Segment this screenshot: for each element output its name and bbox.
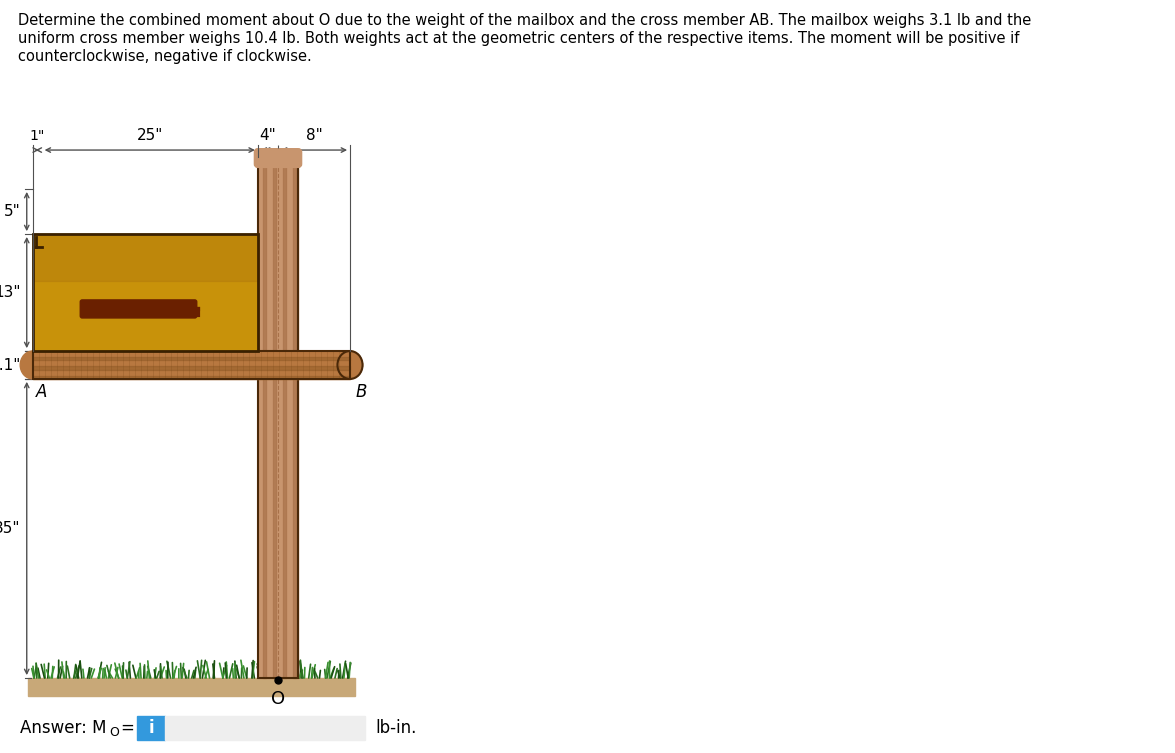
Text: 5": 5"	[4, 204, 21, 219]
Bar	[33, 367, 350, 370]
Bar	[33, 234, 257, 281]
FancyBboxPatch shape	[255, 149, 301, 167]
Text: =: =	[120, 719, 134, 737]
Ellipse shape	[337, 351, 363, 379]
Bar	[165, 716, 365, 740]
Bar	[33, 234, 257, 351]
Text: 25": 25"	[136, 128, 163, 143]
Text: i: i	[148, 719, 154, 737]
Text: lb-in.: lb-in.	[375, 719, 416, 737]
Bar	[257, 162, 298, 678]
Text: Determine the combined moment about O due to the weight of the mailbox and the c: Determine the combined moment about O du…	[18, 13, 1032, 28]
Bar	[33, 357, 350, 361]
Text: Answer: M: Answer: M	[20, 719, 107, 737]
Text: 1": 1"	[29, 129, 45, 143]
Text: O: O	[271, 690, 286, 708]
Bar	[33, 351, 350, 379]
Text: B: B	[356, 383, 368, 401]
Text: 3.1": 3.1"	[0, 358, 21, 373]
Bar	[33, 234, 257, 351]
Text: 8": 8"	[306, 128, 322, 143]
Text: uniform cross member weighs 10.4 lb. Both weights act at the geometric centers o: uniform cross member weighs 10.4 lb. Bot…	[18, 31, 1020, 46]
Text: 4": 4"	[260, 128, 276, 143]
Text: 13": 13"	[0, 285, 21, 300]
Ellipse shape	[20, 351, 46, 379]
Text: O: O	[109, 727, 119, 739]
Bar	[137, 716, 164, 740]
Bar	[263, 162, 266, 678]
Bar	[283, 162, 286, 678]
Bar	[257, 162, 298, 678]
Bar	[33, 351, 350, 379]
Text: 35": 35"	[0, 521, 21, 536]
Text: A: A	[35, 383, 47, 401]
Bar	[294, 162, 296, 678]
Bar	[33, 376, 350, 379]
Text: counterclockwise, negative if clockwise.: counterclockwise, negative if clockwise.	[18, 49, 311, 64]
Bar	[28, 678, 355, 696]
FancyBboxPatch shape	[80, 300, 196, 318]
Bar	[273, 162, 276, 678]
